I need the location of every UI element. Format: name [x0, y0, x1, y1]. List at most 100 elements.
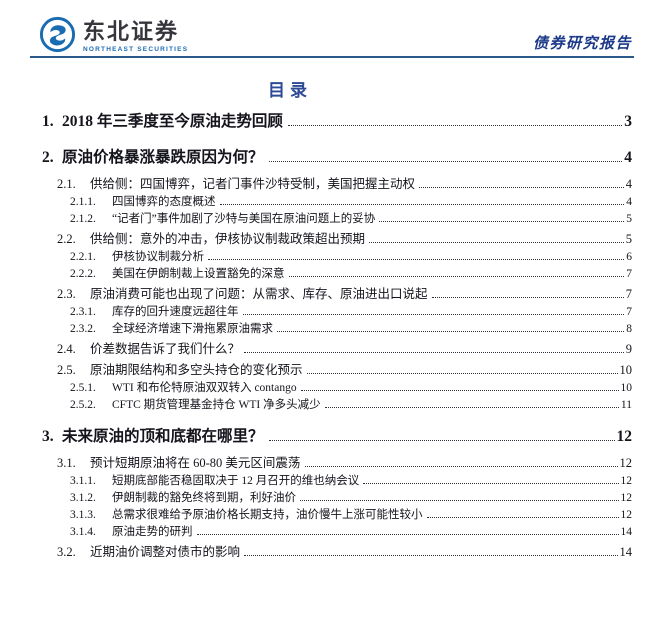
toc-entry-number: 2.5.1.: [70, 382, 96, 394]
toc-entry-number: 3.1.: [57, 456, 76, 470]
toc-entry[interactable]: 2.5.1. WTI 和布伦特原油双双转入 contango 10: [70, 380, 632, 396]
toc-entry-number: 2.: [42, 149, 54, 166]
dot-leader: [419, 187, 624, 188]
toc-entry-title: 短期底部能否稳固取决于 12 月召开的维也纳会议: [112, 475, 360, 487]
toc-entry-number: 3.1.4.: [70, 526, 96, 538]
toc-entry[interactable]: 2.4. 价差数据告诉了我们什么？ 9: [57, 340, 632, 358]
dot-leader: [300, 500, 619, 501]
toc-entry-number: 2.5.2.: [70, 399, 96, 411]
dot-leader: [426, 517, 619, 518]
toc-entry-number: 3.2.: [57, 545, 76, 559]
dot-leader: [304, 466, 618, 467]
toc-entry[interactable]: 2.3.1. 库存的回升速度远超往年 7: [70, 304, 632, 320]
toc-entry[interactable]: 2.2.2. 美国在伊朗制裁上设置豁免的深意 7: [70, 266, 632, 282]
dot-leader: [288, 125, 623, 126]
dot-leader: [369, 242, 624, 243]
toc-entry[interactable]: 2.2.1. 伊核协议制裁分析 6: [70, 249, 632, 265]
northeast-securities-swirl-icon: [39, 16, 76, 53]
toc-entry[interactable]: 2.3. 原油消费可能也出现了问题：从需求、库存、原油进出口说起 7: [57, 285, 632, 303]
toc-entry-number: 2.2.: [57, 232, 76, 246]
toc-entry-title: “记者门”事件加剧了沙特与美国在原油问题上的妥协: [112, 213, 376, 225]
toc-entry-title: 原油期限结构和多空头持仓的变化预示: [90, 363, 303, 377]
table-of-contents: 1. 2018 年三季度至今原油走势回顾 3 2. 原油价格暴涨暴跌原因为何？ …: [30, 108, 632, 561]
toc-entry[interactable]: 2.1.1. 四国博弈的态度概述 4: [70, 194, 632, 210]
toc-entry-title: 原油走势的研判: [112, 526, 193, 538]
toc-entry-page: 10: [620, 382, 633, 394]
toc-entry-title: 未来原油的顶和底都在哪里？: [62, 428, 264, 445]
toc-entry[interactable]: 3.1.4. 原油走势的研判 14: [70, 524, 632, 540]
toc-entry[interactable]: 3. 未来原油的顶和底都在哪里？ 12: [42, 425, 632, 449]
toc-entry[interactable]: 3.1.3. 总需求很难给予原油价格长期支持，油价慢牛上涨可能性较小 12: [70, 507, 632, 523]
toc-entry-page: 7: [625, 287, 632, 301]
toc-entry-page: 7: [626, 268, 632, 280]
toc-entry-number: 2.1.: [57, 177, 76, 191]
toc-entry-title: WTI 和布伦特原油双双转入 contango: [112, 382, 297, 394]
toc-entry-page: 4: [625, 177, 632, 191]
toc-entry[interactable]: 2.5. 原油期限结构和多空头持仓的变化预示 10: [57, 361, 632, 379]
toc-entry-page: 5: [626, 213, 632, 225]
toc-entry-title: 原油价格暴涨暴跌原因为何？: [62, 149, 264, 166]
toc-entry-number: 3.1.3.: [70, 509, 96, 521]
dot-leader: [431, 297, 624, 298]
toc-entry-page: 12: [620, 509, 633, 521]
toc-entry-page: 4: [624, 149, 632, 166]
toc-entry-page: 4: [626, 196, 632, 208]
toc-entry-title: 供给侧：意外的冲击，伊核协议制裁政策超出预期: [90, 232, 366, 246]
toc-entry-number: 2.2.2.: [70, 268, 96, 280]
toc-entry-title: CFTC 期货管理基金持仓 WTI 净多头减少: [112, 399, 321, 411]
toc-entry[interactable]: 1. 2018 年三季度至今原油走势回顾 3: [42, 110, 632, 134]
toc-entry-number: 2.3.: [57, 287, 76, 301]
toc-entry-page: 5: [625, 232, 632, 246]
toc-entry-page: 12: [620, 475, 633, 487]
dot-leader: [268, 161, 623, 162]
toc-entry-title: 价差数据告诉了我们什么？: [90, 342, 241, 356]
toc-entry[interactable]: 3.1. 预计短期原油将在 60-80 美元区间震荡 12: [57, 454, 632, 472]
toc-entry-page: 14: [619, 545, 633, 559]
dot-leader: [379, 221, 625, 222]
dot-leader: [277, 331, 625, 332]
toc-entry-number: 3.: [42, 428, 54, 445]
toc-entry-title: 近期油价调整对债市的影响: [90, 545, 241, 559]
company-logo: 东北证券 NORTHEAST SECURITIES: [39, 16, 188, 53]
toc-entry-title: 四国博弈的态度概述: [112, 196, 216, 208]
toc-entry-title: 伊核协议制裁分析: [112, 251, 204, 263]
toc-entry[interactable]: 2.1. 供给侧：四国博弈，记者门事件沙特受制，美国把握主动权 4: [57, 175, 632, 193]
dot-leader: [306, 373, 618, 374]
toc-entry-page: 12: [620, 492, 633, 504]
toc-entry-page: 7: [626, 306, 632, 318]
toc-entry[interactable]: 2. 原油价格暴涨暴跌原因为何？ 4: [42, 146, 632, 170]
toc-entry-page: 3: [624, 113, 632, 130]
toc-entry-page: 14: [620, 526, 633, 538]
toc-entry[interactable]: 2.3.2. 全球经济增速下滑拖累原油需求 8: [70, 321, 632, 337]
dot-leader: [244, 555, 618, 556]
toc-entry[interactable]: 3.1.1. 短期底部能否稳固取决于 12 月召开的维也纳会议 12: [70, 473, 632, 489]
report-type-label: 债券研究报告: [532, 36, 632, 52]
toc-entry-title: 美国在伊朗制裁上设置豁免的深意: [112, 268, 285, 280]
toc-entry-title: 伊朗制裁的豁免终将到期，利好油价: [112, 492, 296, 504]
dot-leader: [268, 440, 615, 441]
toc-entry-title: 总需求很难给予原油价格长期支持，油价慢牛上涨可能性较小: [112, 509, 423, 521]
toc-entry[interactable]: 2.5.2. CFTC 期货管理基金持仓 WTI 净多头减少 11: [70, 397, 632, 413]
toc-entry-number: 2.1.1.: [70, 196, 96, 208]
dot-leader: [244, 352, 624, 353]
toc-entry-number: 2.1.2.: [70, 213, 96, 225]
toc-entry-title: 全球经济增速下滑拖累原油需求: [112, 323, 273, 335]
dot-leader: [242, 314, 625, 315]
toc-entry-number: 2.2.1.: [70, 251, 96, 263]
toc-entry[interactable]: 3.2. 近期油价调整对债市的影响 14: [57, 543, 632, 561]
toc-entry[interactable]: 3.1.2. 伊朗制裁的豁免终将到期，利好油价 12: [70, 490, 632, 506]
toc-entry-number: 3.1.2.: [70, 492, 96, 504]
toc-entry-page: 12: [616, 428, 633, 445]
dot-leader: [324, 407, 619, 408]
toc-entry-page: 8: [626, 323, 632, 335]
toc-entry[interactable]: 2.2. 供给侧：意外的冲击，伊核协议制裁政策超出预期 5: [57, 230, 632, 248]
toc-entry-title: 供给侧：四国博弈，记者门事件沙特受制，美国把握主动权: [90, 177, 416, 191]
company-name-en: NORTHEAST SECURITIES: [83, 46, 189, 54]
dot-leader: [363, 483, 619, 484]
toc-entry[interactable]: 2.1.2. “记者门”事件加剧了沙特与美国在原油问题上的妥协 5: [70, 211, 632, 227]
company-name-cn: 东北证券: [83, 19, 180, 44]
toc-entry-page: 6: [626, 251, 632, 263]
toc-entry-page: 12: [619, 456, 633, 470]
dot-leader: [219, 204, 625, 205]
